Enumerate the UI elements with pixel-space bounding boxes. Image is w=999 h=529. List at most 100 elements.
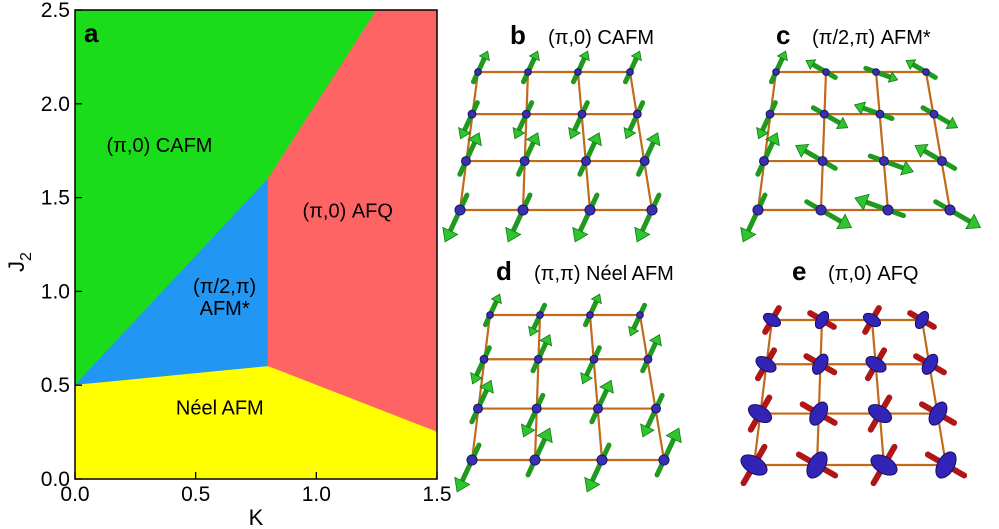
- atom-site: [879, 156, 889, 167]
- quadrupole-site: [864, 347, 888, 382]
- atom-site: [646, 204, 658, 216]
- spin-site: [469, 379, 494, 425]
- spin-site: [853, 101, 895, 121]
- atom-site: [759, 156, 769, 167]
- atom-site: [589, 354, 599, 364]
- panel-letter-d: d: [496, 256, 512, 286]
- y-axis-title-main: J: [4, 261, 29, 272]
- spin-arrow-head: [905, 59, 917, 70]
- lattice-bond: [870, 319, 886, 466]
- spin-arrow-head: [505, 226, 522, 243]
- panel-title-d: (π,π) Néel AFM: [534, 263, 674, 285]
- atom-site: [533, 354, 543, 364]
- lattice-c: [740, 50, 982, 243]
- spin-arrow-head: [520, 423, 536, 438]
- spin-site: [804, 199, 853, 230]
- spin-site: [755, 132, 780, 177]
- spin-site: [640, 392, 665, 438]
- atom-site: [536, 311, 544, 319]
- atom-site: [529, 454, 541, 466]
- quadrupole-disc: [914, 310, 930, 330]
- quadrupole-disc: [870, 454, 898, 476]
- spin-arrow-head: [740, 226, 757, 243]
- spin-site: [867, 153, 914, 176]
- quadrupole-site: [799, 401, 838, 426]
- quadrupole-site: [913, 353, 947, 376]
- quadrupole-disc: [740, 454, 768, 476]
- spin-site: [768, 50, 788, 85]
- spin-site: [905, 59, 938, 80]
- spin-arrow-head: [458, 126, 472, 140]
- spin-arrow-head: [914, 144, 929, 159]
- quadrupole-disc: [806, 451, 828, 479]
- quadrupole-site: [907, 310, 937, 330]
- phase-diagram-panel: (π,0) CAFM (π/2,π)AFM* (π,0) AFQ Néel AFM 0…: [4, 0, 452, 529]
- quadrupole-disc: [755, 356, 777, 373]
- quadrupole-disc: [762, 312, 782, 328]
- quadrupole-disc: [812, 353, 829, 375]
- quadrupole-disc: [865, 356, 887, 373]
- lattice-d: [454, 293, 682, 493]
- quadrupole-site: [918, 401, 958, 426]
- atom-site: [752, 204, 764, 216]
- spin-arrow-head: [599, 379, 614, 394]
- spin-arrow-head: [648, 334, 662, 347]
- spin-site: [854, 193, 907, 219]
- panel-title-e: (π,0) AFQ: [828, 263, 918, 285]
- spin-site: [577, 132, 602, 177]
- y-tick-label: 1.0: [41, 280, 70, 303]
- spin-site: [505, 192, 533, 243]
- spin-arrow-head: [795, 144, 810, 159]
- spin-arrow-head: [835, 116, 849, 129]
- spin-site: [740, 192, 768, 243]
- lattice-e: [740, 305, 968, 487]
- quadrupole-site: [762, 305, 782, 335]
- atom-site: [632, 109, 642, 119]
- lattice-bond: [533, 314, 542, 461]
- spin-site: [528, 302, 548, 337]
- spin-arrow-head: [568, 126, 582, 140]
- quadrupole-site: [924, 451, 968, 479]
- atom-site: [454, 204, 466, 216]
- atom-site: [643, 354, 653, 364]
- y-axis-ticks: 0.0 0.5 1.0 1.5 2.0 2.5: [41, 0, 82, 491]
- quadrupole-site: [740, 443, 768, 487]
- spin-arrow-head: [470, 372, 484, 385]
- x-axis-ticks: 0.0 0.5 1.0 1.5: [60, 472, 452, 506]
- lattice-bond: [576, 71, 592, 211]
- quadrupole-site: [867, 394, 893, 433]
- quadrupole-site: [747, 394, 773, 433]
- lattice-bond: [521, 71, 530, 211]
- phase-regions: [74, 9, 438, 480]
- spin-arrow-head: [572, 226, 589, 243]
- spin-site: [623, 100, 646, 140]
- y-tick-label: 2.0: [41, 93, 70, 116]
- spin-site: [640, 334, 662, 374]
- atom-site: [626, 68, 634, 76]
- atom-site: [479, 354, 489, 364]
- spin-site: [470, 50, 490, 85]
- spin-arrow-head: [490, 293, 502, 305]
- quadrupole-disc: [747, 404, 773, 424]
- quadrupole-disc: [935, 451, 957, 479]
- spin-arrow-head: [467, 132, 482, 147]
- atom-site: [765, 109, 775, 119]
- atom-site: [596, 454, 608, 466]
- lattice-bond: [588, 314, 604, 461]
- atom-site: [651, 403, 661, 414]
- spin-site: [442, 192, 470, 243]
- spin-arrow-head: [776, 50, 788, 62]
- spin-site: [572, 192, 600, 243]
- spin-site: [584, 442, 612, 493]
- spin-site: [457, 132, 482, 177]
- spin-site: [914, 144, 958, 171]
- spin-arrow-head: [645, 132, 661, 147]
- atom-site: [872, 68, 880, 76]
- spin-site: [589, 379, 614, 425]
- spin-arrow-head: [525, 132, 541, 147]
- spin-site: [628, 302, 648, 337]
- lattice-bond: [756, 71, 778, 211]
- quadrupole-site: [803, 353, 838, 376]
- spin-site: [568, 100, 590, 140]
- spin-site: [795, 144, 838, 171]
